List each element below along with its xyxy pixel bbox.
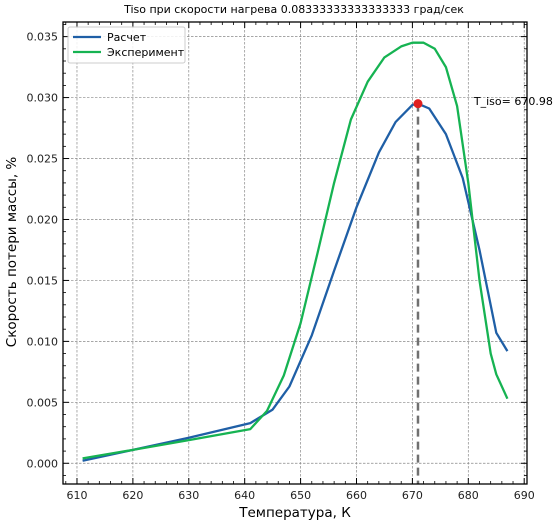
grid xyxy=(63,22,527,484)
y-tick-label: 0.010 xyxy=(27,335,59,348)
y-tick-label: 0.015 xyxy=(27,274,59,287)
legend: Расчет Эксперимент xyxy=(67,26,186,64)
y-tick-label: 0.020 xyxy=(27,213,59,226)
plot-frame xyxy=(62,21,528,485)
x-tick-label: 650 xyxy=(290,489,311,502)
series-line-1 xyxy=(82,102,509,462)
x-tick-label: 690 xyxy=(514,489,535,502)
y-axis-label: Скорость потери массы, % xyxy=(4,157,20,348)
series-layer xyxy=(82,41,509,484)
series-line-2 xyxy=(82,41,509,460)
x-tick-label: 660 xyxy=(346,489,367,502)
y-tick-label: 0.025 xyxy=(27,153,59,166)
t-iso-marker xyxy=(413,99,423,109)
plot-border xyxy=(62,21,528,485)
ticks: 610 620 630 640 650 660 670 680 690 0.000 0.005 0.0… xyxy=(27,22,535,502)
x-tick-label: 620 xyxy=(122,489,143,502)
legend-label-1: Расчет xyxy=(107,31,147,44)
x-tick-label: 680 xyxy=(458,489,479,502)
chart-title: Tiso при скорости нагрева 0.083333333333… xyxy=(123,3,464,16)
y-tick-label: 0.030 xyxy=(27,92,59,105)
legend-label-2: Эксперимент xyxy=(107,46,185,59)
x-tick-label: 670 xyxy=(402,489,423,502)
y-tick-label: 0.000 xyxy=(27,457,59,470)
x-tick-label: 630 xyxy=(178,489,199,502)
y-tick-label: 0.035 xyxy=(27,31,59,44)
x-tick-label: 640 xyxy=(234,489,255,502)
x-axis-label: Температура, К xyxy=(238,505,351,521)
y-tick-label: 0.005 xyxy=(27,396,59,409)
x-tick-label: 610 xyxy=(66,489,87,502)
t-iso-annotation: T_iso= 670.98 xyxy=(473,95,553,108)
